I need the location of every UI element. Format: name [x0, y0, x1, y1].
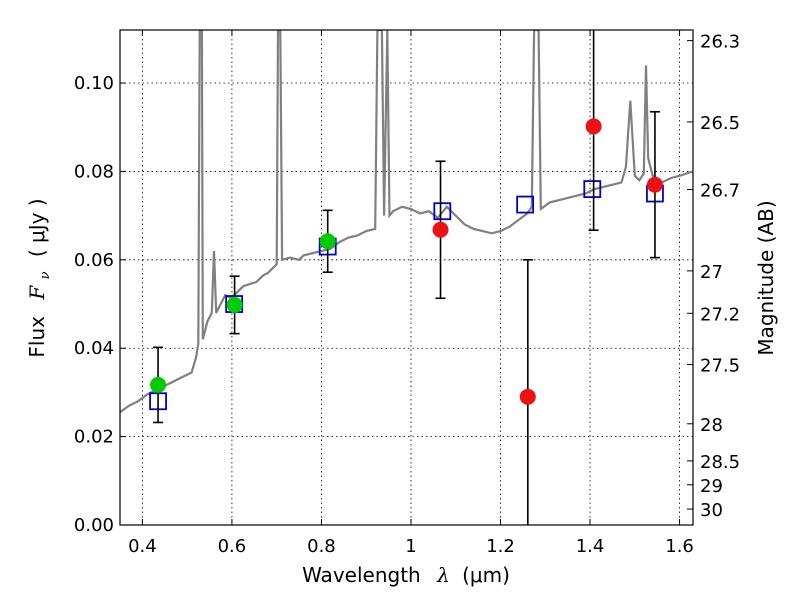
y-tick-label: 0.00: [74, 515, 114, 536]
magnitude-tick-label: 26.7: [700, 181, 740, 202]
magnitude-tick-label: 28.5: [700, 452, 740, 473]
photometry-point: [519, 388, 536, 405]
photometry-point: [646, 176, 663, 193]
y-tick-label: 0.10: [74, 73, 114, 94]
photometry-points: [150, 118, 663, 405]
magnitude-axis-label: Magnitude (AB): [754, 200, 778, 355]
magnitude-tick-label: 27: [700, 262, 723, 283]
x-tick-label: 0.4: [128, 536, 157, 557]
x-tick-label: 0.6: [218, 536, 247, 557]
photometry-point: [585, 118, 602, 135]
plot-background: [120, 30, 693, 525]
x-tick-label: 1.6: [665, 536, 694, 557]
x-tick-label: 1.2: [486, 536, 515, 557]
x-tick-label: 1: [405, 536, 416, 557]
y-tick-label: 0.06: [74, 250, 114, 271]
magnitude-tick-label: 29: [700, 476, 723, 497]
photometry-point: [319, 233, 336, 250]
grid-lines: [120, 30, 693, 525]
plot-frame: [119, 29, 694, 526]
magnitude-tick-label: 26.3: [700, 32, 740, 53]
photometry-point: [226, 296, 243, 313]
photometry-point: [432, 221, 449, 238]
photometry-point: [150, 376, 167, 393]
magnitude-tick-label: 28: [700, 415, 723, 436]
magnitude-tick-label: 26.5: [700, 113, 740, 134]
model-photometry-square: [516, 195, 535, 214]
magnitude-tick-label: 27.2: [700, 304, 740, 325]
magnitude-tick-label: 30: [700, 500, 723, 521]
model-photometry-square: [433, 202, 452, 221]
x-axis-ticks: 0.4 0.6 0.8 1 1.2 1.4 1.6: [128, 30, 694, 557]
magnitude-axis-ticks: 26.3 26.5 26.7 27 27.2 27.5 28 28.5 29 30: [687, 32, 740, 521]
y-tick-label: 0.08: [74, 161, 114, 182]
y-tick-label: 0.04: [74, 338, 114, 359]
y-axis-label: Flux F ν ( μJy ): [25, 198, 54, 357]
x-tick-label: 0.8: [307, 536, 336, 557]
model-photometry-square: [583, 180, 602, 199]
y-tick-label: 0.02: [74, 427, 114, 448]
x-tick-label: 1.4: [576, 536, 605, 557]
magnitude-tick-label: 27.5: [700, 356, 740, 377]
y-axis-ticks: 0.00 0.02 0.04 0.06 0.08 0.10: [74, 73, 126, 536]
x-axis-label: Wavelength λ (μm): [302, 563, 510, 587]
spectrum-line: [120, 30, 693, 414]
